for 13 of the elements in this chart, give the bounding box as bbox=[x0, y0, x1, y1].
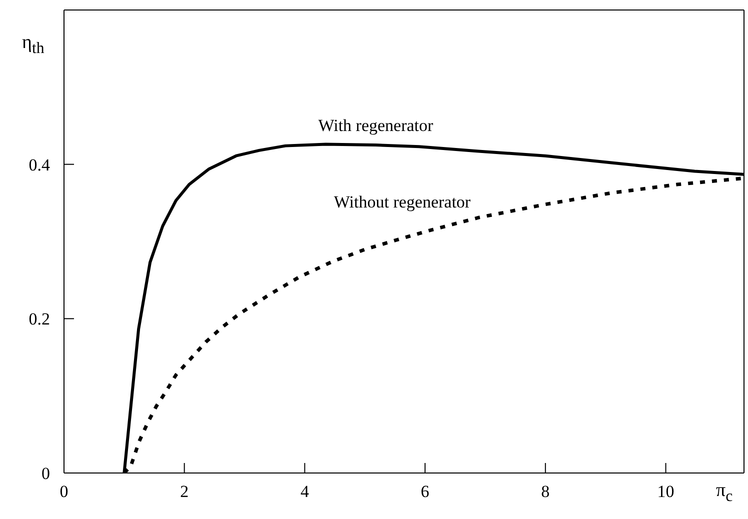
x-tick-label: 0 bbox=[60, 482, 68, 502]
y-axis-title: η$_{th}$ bbox=[22, 32, 44, 58]
y-tick-label: 0.2 bbox=[28, 310, 50, 329]
x-tick-label: 8 bbox=[541, 482, 550, 502]
x-tick-label: 4 bbox=[300, 482, 310, 502]
y-tick-label: 0.4 bbox=[28, 155, 50, 174]
y-tick-label: 0 bbox=[42, 464, 50, 484]
x-axis-title: π$_{c}$ bbox=[716, 480, 733, 506]
x-tick-label: 2 bbox=[180, 482, 189, 502]
series-label: With regenerator bbox=[318, 116, 434, 136]
x-tick-label: 6 bbox=[420, 482, 430, 502]
series-label: Without regenerator bbox=[334, 192, 471, 212]
x-tick-label: 10 bbox=[657, 482, 674, 502]
